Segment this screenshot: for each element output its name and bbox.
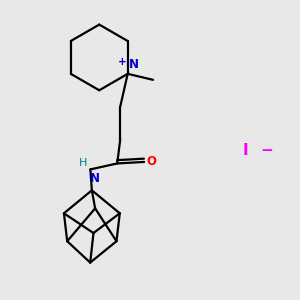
Text: H: H (79, 158, 87, 168)
Text: N: N (129, 58, 139, 71)
Text: I: I (243, 142, 248, 158)
Text: −: − (260, 142, 273, 158)
Text: +: + (118, 57, 127, 67)
Text: N: N (90, 172, 100, 185)
Text: O: O (146, 155, 157, 168)
